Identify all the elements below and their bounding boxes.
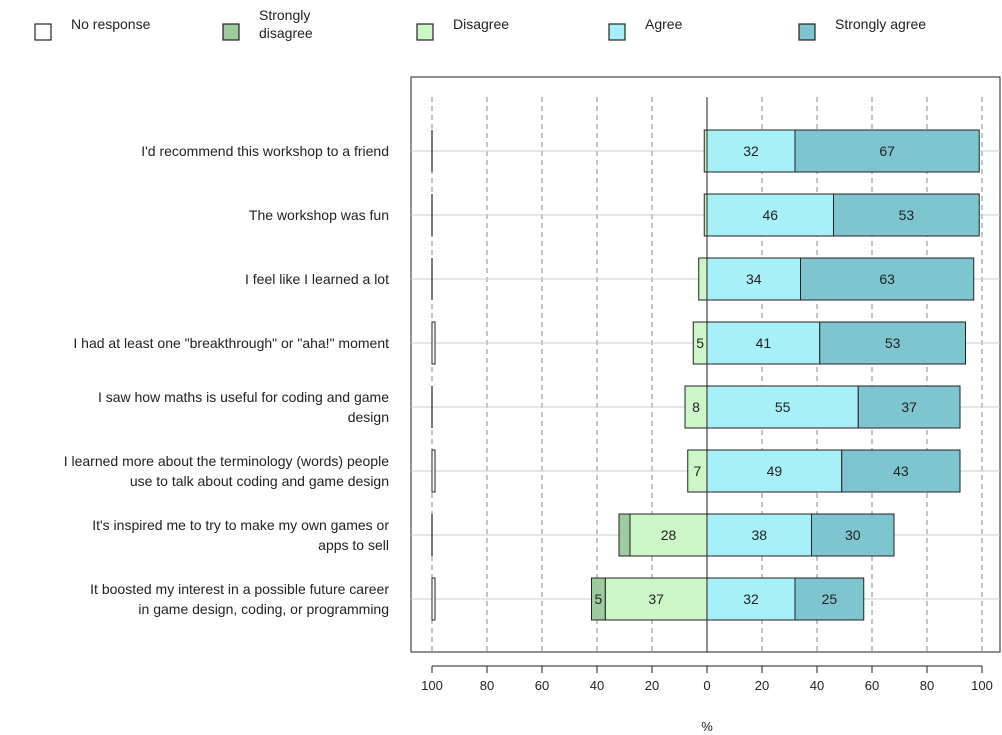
data-label: 53	[899, 207, 915, 223]
x-tick-label: 60	[535, 678, 549, 693]
category-label: use to talk about coding and game design	[130, 473, 389, 489]
plot-area: 32 67 46 53 34 63 5 41 53 8 55 37 7 49 43 28 38 30 5 37 32 25	[410, 76, 1001, 653]
legend-swatch-agree	[608, 23, 626, 41]
data-label: 55	[775, 399, 791, 415]
data-label: 25	[822, 591, 838, 607]
bar-agree	[706, 449, 843, 493]
legend-label: disagree	[259, 25, 313, 41]
x-tick-label: 20	[755, 678, 769, 693]
bar-strongly-agree	[857, 385, 961, 429]
x-tick-label: 40	[810, 678, 824, 693]
bar-strongly-agree	[794, 577, 865, 621]
category-label: I saw how maths is useful for coding and…	[98, 389, 389, 405]
data-label: 53	[885, 335, 901, 351]
data-label: 38	[751, 527, 767, 543]
x-axis-label: %	[701, 719, 713, 734]
data-label: 30	[845, 527, 861, 543]
x-tick-label: 100	[971, 678, 993, 693]
legend-label: Strongly agree	[835, 16, 926, 32]
category-label: It boosted my interest in a possible fut…	[90, 581, 389, 597]
bar-no-response	[431, 321, 436, 365]
data-label: 41	[756, 335, 772, 351]
bar-agree	[706, 129, 796, 173]
bar-strongly-disagree	[591, 577, 606, 621]
bar-agree	[706, 577, 796, 621]
legend: No response Strongly disagree Disagree Agree…	[34, 7, 926, 41]
data-label: 5	[696, 335, 704, 351]
category-label: I learned more about the terminology (wo…	[64, 453, 390, 469]
data-label: 34	[746, 271, 762, 287]
category-label: It's inspired me to try to make my own g…	[92, 517, 389, 533]
data-label: 49	[767, 463, 783, 479]
legend-label: No response	[71, 16, 151, 32]
x-tick-label: 20	[645, 678, 659, 693]
data-label: 37	[648, 591, 664, 607]
bar-disagree	[604, 577, 708, 621]
data-label: 63	[879, 271, 895, 287]
x-tick-label: 0	[703, 678, 710, 693]
data-label: 5	[594, 591, 602, 607]
bar-strongly-agree	[841, 449, 961, 493]
x-tick-label: 60	[865, 678, 879, 693]
category-label: in game design, coding, or programming	[138, 601, 389, 617]
bar-no-response	[431, 449, 436, 493]
x-tick-label: 80	[920, 678, 934, 693]
data-label: 8	[692, 399, 700, 415]
legend-swatch-no-response	[34, 23, 52, 41]
data-label: 46	[762, 207, 778, 223]
data-label: 32	[743, 591, 759, 607]
legend-label: Strongly	[259, 7, 310, 23]
data-label: 37	[901, 399, 917, 415]
legend-swatch-strongly-agree	[798, 23, 816, 41]
data-label: 32	[743, 143, 759, 159]
x-axis: 100 80 60 40 20 0 20 40 60 80 100%	[421, 665, 993, 734]
plot-frame	[410, 76, 1001, 653]
bar-strongly-agree	[794, 129, 980, 173]
data-label: 67	[879, 143, 895, 159]
category-label: design	[348, 409, 389, 425]
category-label: The workshop was fun	[249, 207, 389, 223]
bar-no-response	[431, 577, 436, 621]
x-tick-label: 80	[480, 678, 494, 693]
bar-strongly-agree	[800, 257, 975, 301]
data-label: 7	[693, 463, 701, 479]
legend-swatch-disagree	[416, 23, 434, 41]
legend-label: Agree	[645, 16, 683, 32]
legend-swatch-strongly-disagree	[222, 23, 240, 41]
bar-disagree	[698, 257, 708, 301]
bar-strongly-agree	[819, 321, 966, 365]
x-tick-label: 40	[590, 678, 604, 693]
x-tick-label: 100	[421, 678, 443, 693]
category-label: I had at least one "breakthrough" or "ah…	[73, 335, 389, 351]
bar-strongly-agree	[811, 513, 895, 557]
bar-agree	[706, 385, 859, 429]
data-label: 28	[661, 527, 677, 543]
category-labels: I'd recommend this workshop to a friend T…	[64, 143, 390, 617]
category-label: I feel like I learned a lot	[245, 271, 389, 287]
data-label: 43	[893, 463, 909, 479]
bar-agree	[706, 257, 801, 301]
bar-agree	[706, 321, 821, 365]
bar-agree	[706, 193, 834, 237]
category-label: apps to sell	[318, 537, 389, 553]
bar-strongly-disagree	[618, 513, 631, 557]
bar-strongly-agree	[833, 193, 980, 237]
category-label: I'd recommend this workshop to a friend	[141, 143, 389, 159]
legend-label: Disagree	[453, 16, 509, 32]
